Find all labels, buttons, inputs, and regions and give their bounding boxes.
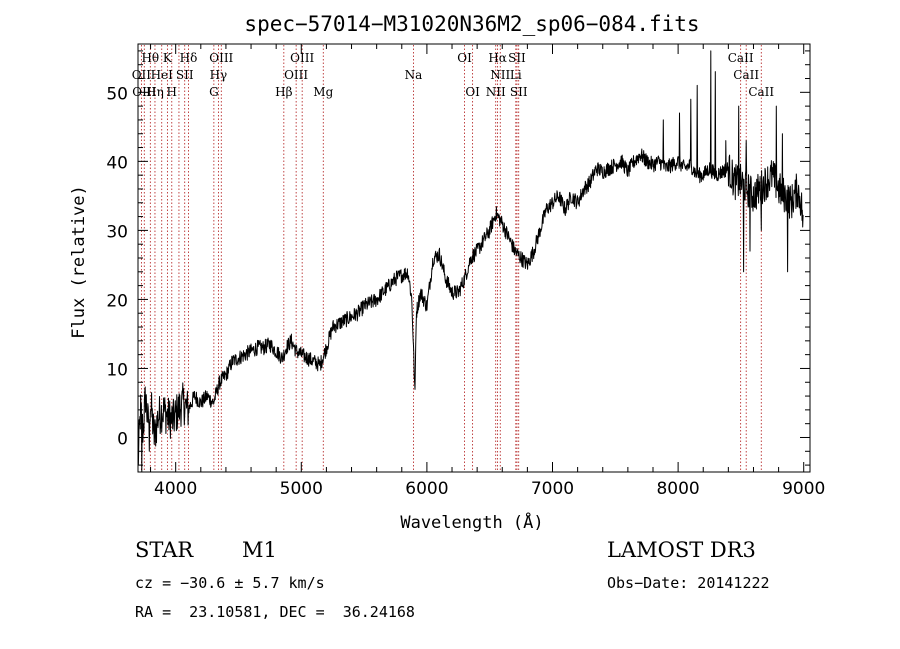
y-tick-label: 10 — [106, 360, 128, 380]
line-marker-label: SII — [176, 68, 194, 82]
line-marker-label: OIII — [290, 51, 314, 65]
line-marker-label: Hβ — [275, 85, 292, 99]
survey-name: LAMOST DR3 — [607, 538, 756, 562]
line-marker-label: OII — [132, 68, 152, 82]
y-tick-label: 50 — [106, 84, 128, 104]
line-marker-label: Hγ — [210, 68, 228, 82]
line-marker-label: Hα — [488, 51, 507, 65]
line-marker-label: Mg — [313, 85, 333, 99]
x-tick-label: 8000 — [656, 479, 699, 499]
object-type: STAR — [135, 538, 194, 562]
line-marker-label: H — [167, 85, 177, 99]
line-marker-label: CaII — [728, 51, 754, 65]
line-markers — [140, 45, 762, 471]
line-marker-label: OI — [465, 85, 480, 99]
y-axis-label: Flux (relative) — [69, 185, 89, 339]
x-tick-label: 5000 — [280, 479, 323, 499]
x-axis-label: Wavelength (Å) — [400, 511, 543, 533]
line-marker-label: NII — [490, 68, 510, 82]
axes: 4000 5000 6000 7000 8000 9000 0 10 20 30 40 50 — [106, 43, 825, 499]
line-marker-label: K — [163, 51, 173, 65]
coordinates: RA = 23.10581, DEC = 36.24168 — [135, 603, 415, 621]
line-marker-label: Na — [405, 68, 423, 82]
line-marker-label: Li — [510, 68, 522, 82]
y-tick-label: 40 — [106, 153, 128, 173]
velocity: cz = −30.6 ± 5.7 km/s — [135, 574, 325, 592]
line-marker-label: OI — [457, 51, 472, 65]
y-tick-label: 20 — [106, 291, 128, 311]
line-marker-label: NII — [486, 85, 506, 99]
subclass: M1 — [242, 538, 277, 562]
y-tick-label: 0 — [117, 429, 128, 449]
spectrum-line — [137, 50, 804, 473]
line-marker-label: OIII — [284, 68, 308, 82]
y-tick-label: 30 — [106, 222, 128, 242]
line-marker-label: Hη — [146, 85, 164, 99]
line-marker-label: SII — [510, 85, 528, 99]
line-marker-label: Hδ — [180, 51, 198, 65]
line-marker-label: G — [209, 85, 219, 99]
line-marker-label: CaII — [733, 68, 759, 82]
line-marker-label: SII — [508, 51, 526, 65]
x-tick-label: 4000 — [154, 479, 197, 499]
line-marker-label: Hθ — [141, 51, 159, 65]
x-tick-label: 9000 — [782, 479, 825, 499]
line-marker-label: HeI — [151, 68, 174, 82]
x-tick-label: 6000 — [405, 479, 448, 499]
obs-date: Obs−Date: 20141222 — [607, 574, 770, 592]
line-marker-label: OIII — [209, 51, 233, 65]
x-tick-label: 7000 — [531, 479, 574, 499]
line-marker-label: CaII — [748, 85, 774, 99]
chart-title: spec−57014−M31020N36M2_sp06−084.fits — [244, 12, 699, 36]
